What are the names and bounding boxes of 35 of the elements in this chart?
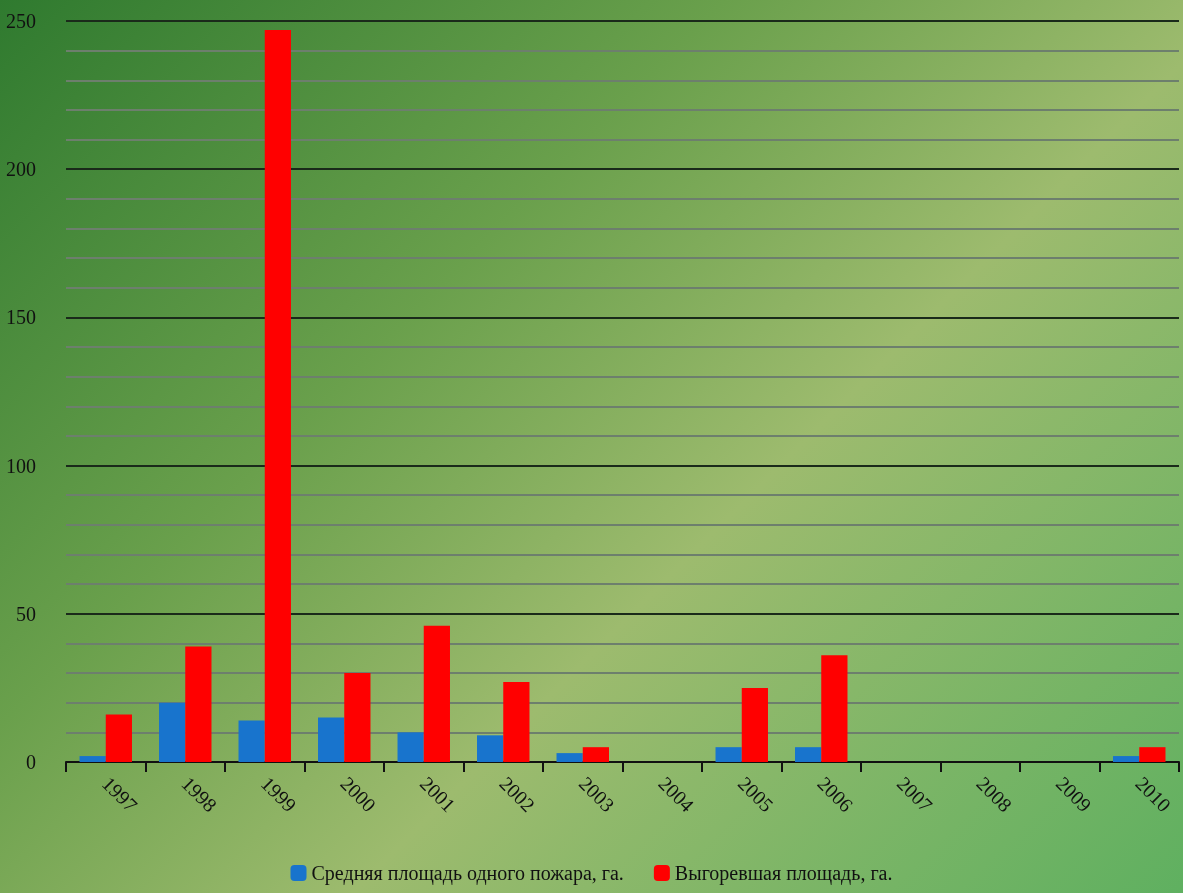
bar	[582, 747, 609, 762]
y-tick-label: 200	[6, 158, 36, 181]
bar	[105, 714, 132, 762]
y-tick-label: 0	[26, 751, 36, 773]
x-tick-label: 1999	[256, 772, 301, 817]
y-tick-label: 100	[6, 454, 36, 477]
bar	[397, 732, 424, 762]
bar	[715, 747, 742, 762]
y-tick-label: 150	[6, 306, 36, 329]
bar	[344, 673, 371, 762]
bar	[821, 655, 848, 762]
y-tick-label: 50	[16, 602, 36, 625]
x-tick-label: 2010	[1131, 772, 1176, 817]
bar	[159, 702, 186, 762]
legend-label: Средняя площадь одного пожара, га.	[311, 862, 624, 885]
x-tick-label: 2009	[1051, 772, 1096, 817]
x-tick-label: 1998	[177, 772, 222, 817]
bar	[556, 753, 583, 762]
bar	[477, 735, 504, 762]
legend-label: Выгоревшая площадь, га.	[674, 862, 893, 885]
bar	[503, 681, 530, 762]
bar	[264, 29, 291, 762]
y-tick-label: 250	[6, 10, 36, 32]
bar	[741, 687, 768, 762]
bar	[1113, 756, 1140, 762]
bar	[1139, 747, 1166, 762]
bar	[318, 717, 345, 762]
x-tick-label: 1997	[97, 772, 142, 817]
x-tick-label: 2007	[892, 772, 937, 817]
bar	[238, 720, 265, 762]
bar	[185, 646, 212, 762]
x-tick-label: 2000	[336, 772, 381, 817]
bar	[423, 625, 450, 762]
bar	[79, 756, 106, 762]
bar	[795, 747, 822, 762]
